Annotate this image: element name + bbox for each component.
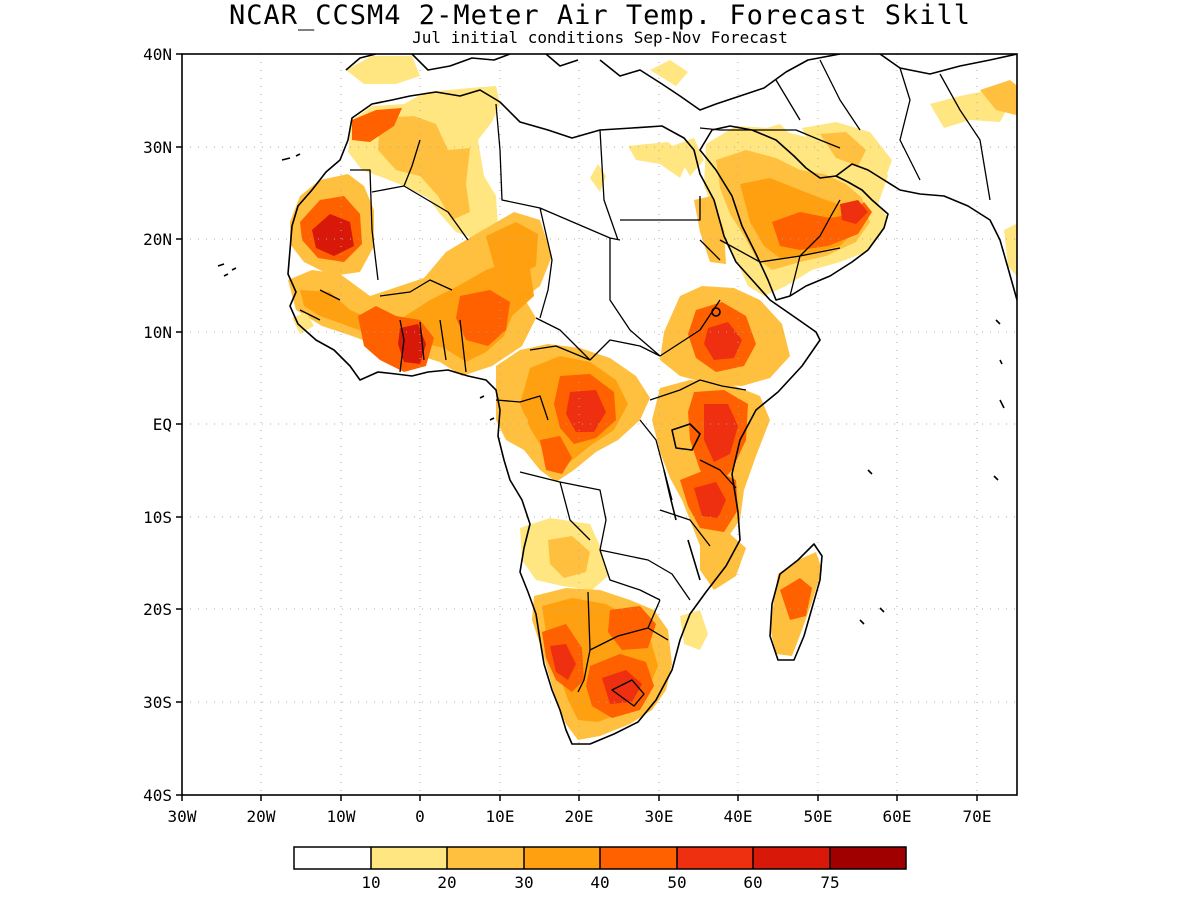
lat-label-40n: 40N (143, 45, 172, 64)
cape-verde-islands (217, 263, 237, 277)
skill-region-med-north (346, 56, 420, 84)
lon-label-30e: 30E (645, 807, 674, 826)
persian-gulf-coast (835, 163, 1017, 301)
lat-label-10n: 10N (143, 323, 172, 342)
country-borders (299, 59, 991, 707)
madagascar-coastline (769, 543, 823, 661)
skill-region-chad (486, 222, 538, 276)
skill-region-angola-2 (548, 536, 590, 578)
skill-region-pakistan (980, 80, 1017, 116)
skill-region-ghana (398, 324, 426, 364)
legend-swatch-0 (294, 847, 371, 869)
legend-label-50: 50 (667, 873, 686, 892)
skill-region-namibia-south-2 (550, 644, 576, 680)
legend-swatch-7 (830, 847, 906, 869)
skill-region-morocco (352, 108, 402, 142)
skill-region-nw-africa-2 (378, 116, 470, 220)
skill-region-mozambique-north (700, 534, 746, 590)
skill-region-tanzania-2 (694, 482, 726, 518)
lat-label-20s: 20S (143, 600, 172, 619)
skill-region-arabia-4 (772, 202, 872, 250)
canary-islands (281, 153, 301, 161)
gulf-of-guinea-islands (479, 395, 495, 421)
skill-region-india (1004, 223, 1017, 277)
skill-region-kenya-2 (704, 404, 738, 462)
legend-swatch-4 (600, 847, 677, 869)
legend-label-30: 30 (514, 873, 533, 892)
africa-coastline (287, 89, 821, 745)
skill-region-cameroon (500, 402, 528, 440)
legend-swatch-3 (524, 847, 600, 869)
legend-swatch-2 (447, 847, 524, 869)
lake-tanganyika (663, 469, 677, 521)
skill-region-egypt (628, 142, 688, 178)
lat-label-eq: EQ (153, 415, 172, 434)
lat-label-10s: 10S (143, 508, 172, 527)
lon-label-20e: 20E (565, 807, 594, 826)
map-title: NCAR_CCSM4 2-Meter Air Temp. Forecast Sk… (229, 0, 971, 31)
skill-region-med-north-2 (650, 60, 688, 86)
lat-label-40s: 40S (143, 786, 172, 805)
lat-label-30s: 30S (143, 693, 172, 712)
legend-label-40: 40 (590, 873, 609, 892)
skill-region-madagascar-2 (780, 578, 812, 620)
lon-label-40e: 40E (724, 807, 753, 826)
legend-swatch-6 (753, 847, 830, 869)
lake-malawi (687, 539, 701, 581)
legend-swatch-5 (677, 847, 753, 869)
skill-region-sinai (672, 138, 704, 176)
skill-region-sierra-leone (292, 312, 314, 334)
map-subtitle: Jul initial conditions Sep-Nov Forecast (412, 28, 788, 47)
axis-ticks (176, 53, 978, 801)
map-coastlines (217, 54, 1017, 745)
lon-label-0: 0 (415, 807, 425, 826)
skill-region-oman (840, 200, 868, 224)
legend-label-10: 10 (361, 873, 380, 892)
skill-region-nigeria (456, 290, 510, 346)
legend-label-20: 20 (437, 873, 456, 892)
legend-label-60: 60 (743, 873, 762, 892)
legend-label-75: 75 (820, 873, 839, 892)
lon-label-30w: 30W (168, 807, 197, 826)
skill-region-south-africa-2 (602, 670, 642, 704)
skill-region-ethiopia-3 (704, 322, 742, 360)
lon-label-10e: 10E (486, 807, 515, 826)
skill-region-mauritania-3 (312, 214, 354, 256)
skill-region-drc-north-2 (566, 390, 606, 432)
skill-region-gabon (540, 436, 572, 474)
lat-label-30n: 30N (143, 138, 172, 157)
indian-ocean-islands (859, 319, 1005, 625)
lon-label-60e: 60E (883, 807, 912, 826)
lat-tick-labels: 40N 30N 20N 10N EQ 10S 20S 30S 40S (143, 45, 172, 805)
lake-victoria (671, 423, 701, 451)
mediterranean-north-coast (345, 54, 1017, 111)
legend-swatch-1 (371, 847, 447, 869)
lon-label-10w: 10W (327, 807, 356, 826)
skill-region-iran-2 (820, 132, 866, 166)
skill-region-botswana (608, 606, 656, 650)
lon-label-50e: 50E (804, 807, 833, 826)
lon-tick-labels: 30W 20W 10W 0 10E 20E 30E 40E 50E 60E 70… (168, 807, 992, 826)
color-bar-legend: 10 20 30 40 50 60 75 (293, 846, 907, 892)
arabia-coastline (699, 125, 889, 301)
lat-label-20n: 20N (143, 230, 172, 249)
lon-label-20w: 20W (247, 807, 276, 826)
lon-label-70e: 70E (963, 807, 992, 826)
